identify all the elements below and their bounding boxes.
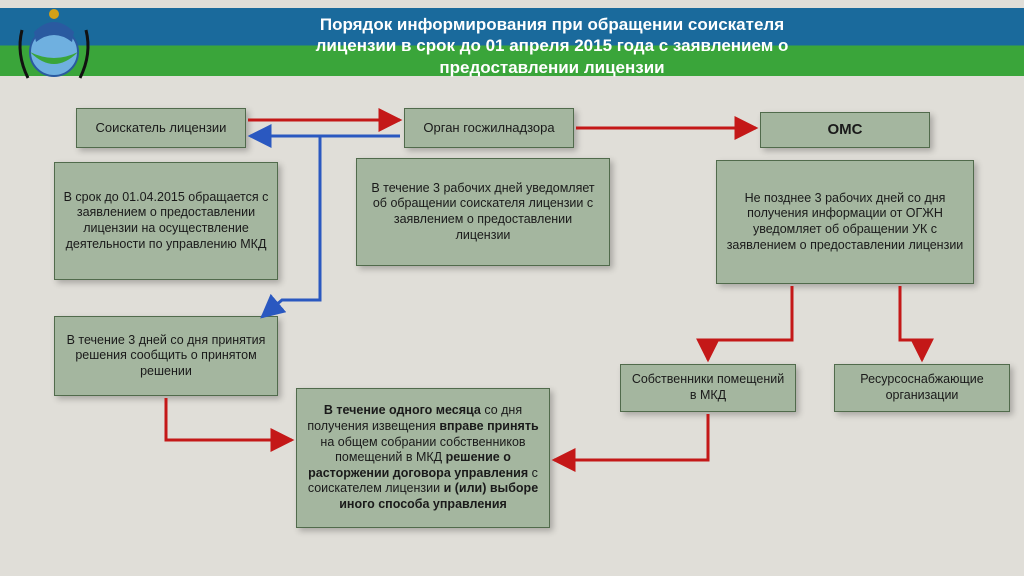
node-rso: Ресурсоснабжающие организации — [834, 364, 1010, 412]
slide-title: Порядок информирования при обращении сои… — [100, 14, 1004, 78]
node-org-desc: В течение 3 рабочих дней уведомляет об о… — [356, 158, 610, 266]
node-oms-desc: Не позднее 3 рабочих дней со дня получен… — [716, 160, 974, 284]
arrow-3days-to-month — [166, 398, 292, 440]
node-oms: ОМС — [760, 112, 930, 148]
arrow-owners-to-month — [554, 414, 708, 460]
slide-title-bar: Порядок информирования при обращении сои… — [0, 8, 1024, 76]
node-three-days: В течение 3 дней со дня принятия решения… — [54, 316, 278, 396]
arrow-oms-to-owners — [708, 286, 792, 360]
node-owners: Собственники помещений в МКД — [620, 364, 796, 412]
month-b1: вправе принять — [439, 419, 538, 433]
title-line-3: предоставлении лицензии — [439, 58, 664, 77]
month-pre: В течение одного месяца — [324, 403, 481, 417]
title-line-2: лицензии в срок до 01 апреля 2015 года с… — [316, 36, 789, 55]
title-line-1: Порядок информирования при обращении сои… — [320, 15, 784, 34]
region-emblem-icon — [14, 4, 94, 90]
node-one-month: В течение одного месяца со дня получения… — [296, 388, 550, 528]
node-applicant-desc: В срок до 01.04.2015 обращается с заявле… — [54, 162, 278, 280]
node-applicant: Соискатель лицензии — [76, 108, 246, 148]
node-supervisory-body: Орган госжилнадзора — [404, 108, 574, 148]
arrow-oms-to-rso — [900, 286, 922, 360]
